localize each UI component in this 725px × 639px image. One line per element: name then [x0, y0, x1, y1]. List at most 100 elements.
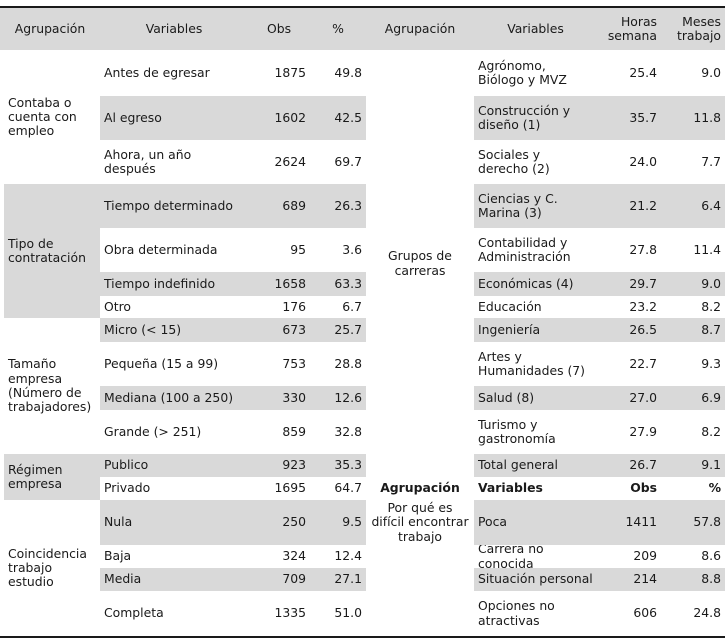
subheader-variables: Variables	[478, 480, 543, 496]
career-cell: Agrónomo, Biólogo y MVZ	[478, 57, 567, 87]
variable-cell: Media	[100, 568, 248, 591]
horas-cell: 26.5	[597, 318, 661, 342]
obs-cell: 606	[633, 605, 657, 621]
pct-cell: 26.3	[310, 184, 366, 228]
meses-cell: 11.4	[693, 241, 721, 257]
pct-cell: 25.7	[310, 318, 366, 342]
variable-cell: Micro (< 15)	[100, 318, 248, 342]
pct-cell: 63.3	[310, 272, 366, 296]
horas-cell: 23.2	[629, 298, 657, 314]
pct-cell: 57.8	[661, 500, 725, 545]
pct-cell: 12.6	[310, 386, 366, 410]
variable-cell: Privado	[104, 480, 151, 496]
career-cell: Económicas (4)	[474, 272, 597, 296]
obs-cell: 859	[282, 423, 306, 439]
meses-cell: 9.0	[701, 64, 721, 80]
pct-cell: 42.5	[310, 96, 366, 140]
obs-cell: 1602	[248, 96, 310, 140]
obs-cell: 709	[248, 568, 310, 591]
obs-cell: 176	[282, 298, 306, 314]
career-cell: Turismo y gastronomía	[478, 416, 556, 446]
horas-cell: 26.7	[597, 454, 661, 477]
group-label: Régimen empresa	[4, 454, 100, 500]
header-pct: %	[310, 8, 366, 50]
obs-cell: 1658	[248, 272, 310, 296]
header-variables-right: Variables	[474, 8, 597, 50]
pct-cell: 9.5	[310, 500, 366, 545]
obs-cell: 1875	[274, 64, 306, 80]
pct-cell: 35.3	[310, 454, 366, 477]
horas-cell: 25.4	[629, 64, 657, 80]
meses-cell: 6.9	[661, 386, 725, 410]
meses-cell: 7.7	[701, 153, 721, 169]
group-label: Contaba o cuenta con empleo	[8, 94, 77, 139]
pct-cell: 51.0	[334, 605, 362, 621]
group-label: Tamaño empresa (Número de trabajadores)	[8, 356, 92, 415]
pct-cell: 64.7	[334, 480, 362, 496]
obs-cell: 95	[290, 241, 306, 257]
variable-cell: Tiempo determinado	[100, 184, 248, 228]
variable-cell: Nula	[100, 500, 248, 545]
horas-cell: 27.8	[629, 241, 657, 257]
meses-cell: 8.2	[701, 423, 721, 439]
career-cell: Contabilidad y Administración	[478, 234, 571, 264]
variable-cell: Publico	[100, 454, 248, 477]
career-cell: Sociales y derecho (2)	[478, 146, 550, 176]
career-cell: Construcción y diseño (1)	[474, 96, 597, 140]
header-obs: Obs	[248, 8, 310, 50]
pct-cell: 8.6	[701, 548, 721, 564]
horas-cell: 27.0	[597, 386, 661, 410]
obs-cell: 1335	[274, 605, 306, 621]
career-cell: Educación	[478, 298, 542, 314]
pct-cell: 6.7	[342, 298, 362, 314]
horas-cell: 22.7	[629, 355, 657, 371]
variable-cell: Otro	[104, 298, 132, 314]
obs-cell: 1695	[274, 480, 306, 496]
career-cell: Ingeniería	[474, 318, 597, 342]
meses-cell: 9.1	[661, 454, 725, 477]
variable-cell: Grande (> 251)	[104, 423, 202, 439]
horas-cell: 27.9	[629, 423, 657, 439]
obs-cell: 209	[633, 548, 657, 564]
career-cell: Ciencias y C. Marina (3)	[474, 184, 597, 228]
meses-cell: 8.7	[661, 318, 725, 342]
variable-cell: Pequeña (15 a 99)	[104, 355, 219, 371]
obs-cell: 689	[248, 184, 310, 228]
obs-cell: 214	[597, 568, 661, 591]
top-rule	[0, 6, 725, 8]
reason-cell: Carrera no conocida	[478, 545, 544, 568]
pct-cell: 24.8	[693, 605, 721, 621]
horas-cell: 24.0	[629, 153, 657, 169]
meses-cell: 8.2	[701, 298, 721, 314]
group-label-right: Grupos de carreras	[388, 248, 452, 278]
pct-cell: 27.1	[310, 568, 366, 591]
variable-cell: Tiempo indefinido	[100, 272, 248, 296]
meses-cell: 6.4	[661, 184, 725, 228]
obs-cell: 923	[248, 454, 310, 477]
subheader-pct: %	[708, 480, 721, 496]
pct-cell: 3.6	[342, 241, 362, 257]
reason-cell: Situación personal	[474, 568, 597, 591]
pct-cell: 28.8	[334, 355, 362, 371]
subheader-obs: Obs	[630, 480, 657, 496]
obs-cell: 2624	[274, 153, 306, 169]
variable-cell: Mediana (100 a 250)	[100, 386, 248, 410]
pct-cell: 8.8	[661, 568, 725, 591]
header-meses-trabajo: Meses trabajo	[661, 8, 725, 50]
reason-cell: Opciones no atractivas	[478, 598, 555, 628]
variable-cell: Baja	[104, 548, 132, 564]
group-label: Coincidencia trabajo estudio	[8, 545, 87, 590]
header-agrupacion-right: Agrupación	[366, 8, 474, 50]
bottom-rule	[0, 636, 725, 638]
obs-cell: 324	[282, 548, 306, 564]
header-variables: Variables	[100, 8, 248, 50]
career-cell: Salud (8)	[474, 386, 597, 410]
meses-cell: 11.8	[661, 96, 725, 140]
career-cell: Total general	[474, 454, 597, 477]
career-cell: Artes y Humanidades (7)	[478, 348, 586, 378]
obs-cell: 753	[282, 355, 306, 371]
variable-cell: Ahora, un año después	[104, 146, 192, 176]
pct-cell: 49.8	[334, 64, 362, 80]
reason-cell: Poca	[474, 500, 597, 545]
header-horas-semana: Horas semana	[597, 8, 661, 50]
